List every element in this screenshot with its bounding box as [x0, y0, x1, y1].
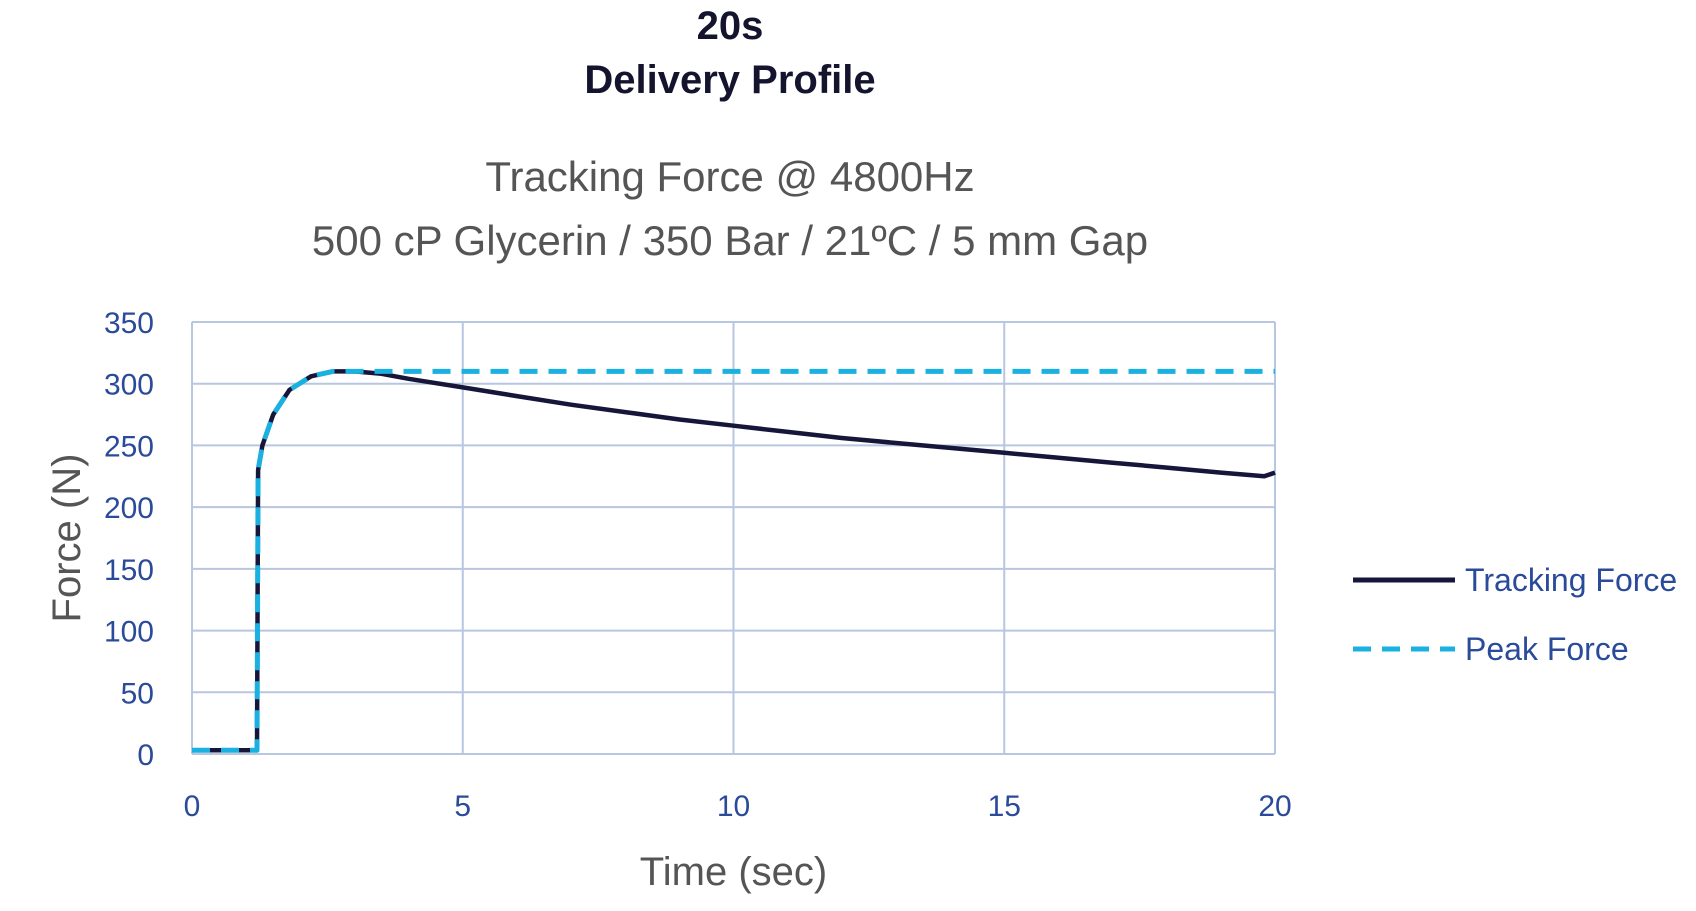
- x-tick-label: 0: [184, 790, 201, 823]
- x-tick-label: 20: [1258, 790, 1291, 823]
- chart-heading-line1: 20s: [696, 4, 764, 48]
- y-tick-label: 50: [121, 677, 154, 710]
- y-tick-label: 0: [137, 739, 154, 772]
- y-axis-ticks: 0 50 100 150 200 250 300 350: [104, 307, 154, 772]
- y-tick-label: 250: [104, 430, 154, 463]
- chart-heading-line2: Delivery Profile: [584, 58, 876, 102]
- series-lines: [192, 368, 1276, 753]
- tracking-force-legend-label: Tracking Force: [1465, 562, 1677, 598]
- y-tick-label: 300: [104, 369, 154, 402]
- x-axis-title: Time (sec): [640, 850, 827, 894]
- legend: Tracking Force Peak Force: [1353, 562, 1677, 667]
- y-tick-label: 350: [104, 307, 154, 340]
- y-axis-title: Force (N): [45, 454, 89, 623]
- y-tick-label: 100: [104, 616, 154, 649]
- x-tick-label: 10: [717, 790, 750, 823]
- y-tick-label: 150: [104, 554, 154, 587]
- chart-subtitle: 500 cP Glycerin / 350 Bar / 21ºC / 5 mm …: [311, 217, 1149, 264]
- x-tick-label: 15: [988, 790, 1021, 823]
- peak-force-line: [192, 368, 1275, 753]
- grid: [191, 321, 1276, 755]
- chart-title: Tracking Force @ 4800Hz: [485, 153, 975, 200]
- y-tick-label: 200: [104, 492, 154, 525]
- peak-force-legend-label: Peak Force: [1465, 631, 1629, 667]
- x-axis-ticks: 0 5 10 15 20: [184, 790, 1292, 823]
- x-tick-label: 5: [454, 790, 471, 823]
